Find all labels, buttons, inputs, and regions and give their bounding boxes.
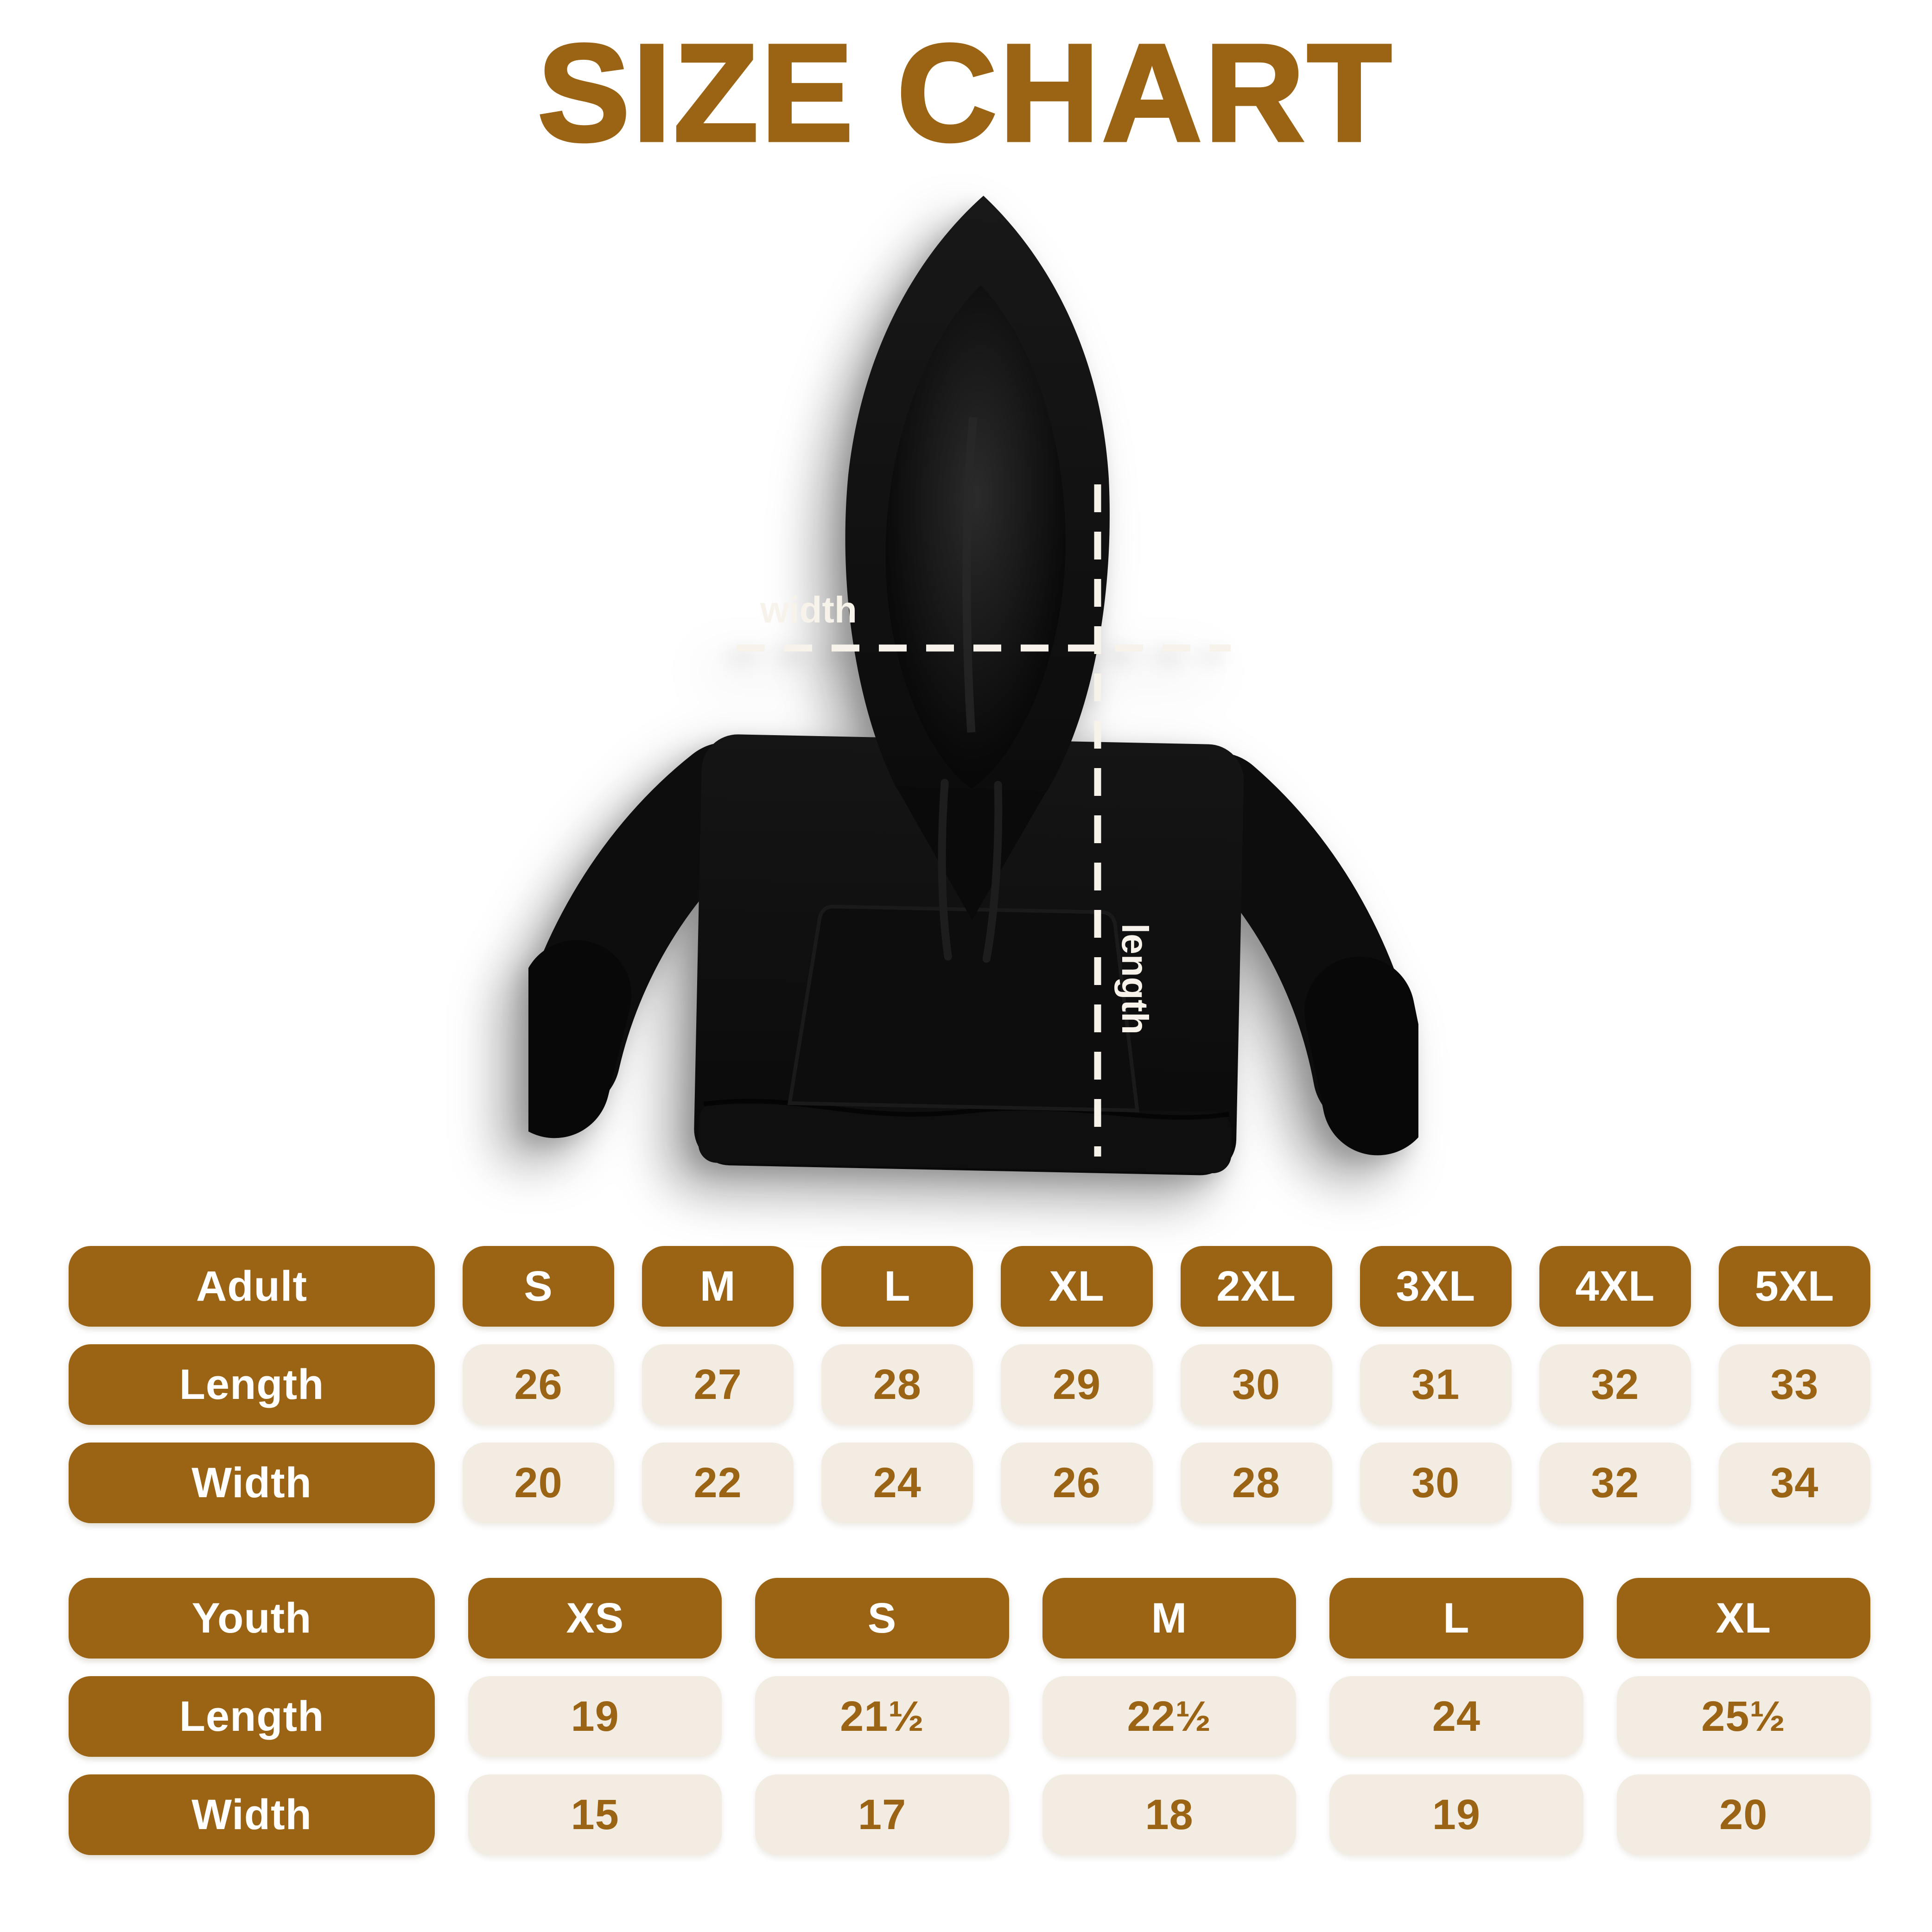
- youth-width-row-value-pill: 15: [468, 1774, 722, 1855]
- adult-size-header-pill: XL: [1001, 1246, 1153, 1327]
- adult-size-header-pill: 4XL: [1539, 1246, 1691, 1327]
- adult-width-row-value-pill: 22: [642, 1443, 794, 1523]
- hood-lining-crease: [962, 416, 978, 733]
- youth-length-row-value-pill: 24: [1329, 1676, 1583, 1757]
- adult-header-row-label-pill: Adult: [69, 1246, 435, 1327]
- youth-header-row-label-pill: Youth: [69, 1578, 435, 1659]
- youth-width-row-label-pill: Width: [69, 1774, 435, 1855]
- width-label: width: [760, 589, 857, 630]
- hoodie-diagram: [499, 185, 1433, 1233]
- drawstring-left: [938, 779, 952, 961]
- adult-size-header-pill: 2XL: [1180, 1246, 1332, 1327]
- youth-size-header-pill: M: [1042, 1578, 1296, 1659]
- hoodie-graphic: [499, 196, 1433, 1176]
- youth-length-row-value-pill: 21½: [755, 1676, 1009, 1757]
- youth-length-row-value-pill: 19: [468, 1676, 722, 1757]
- hoodie-cuff-right: [1304, 956, 1433, 1156]
- youth-width-row-value-pill: 20: [1616, 1774, 1870, 1855]
- adult-width-row-value-pill: 24: [821, 1443, 973, 1523]
- adult-length-row-value-pill: 30: [1180, 1344, 1332, 1425]
- drawstring-right: [982, 781, 1003, 963]
- adult-size-header-pill: L: [821, 1246, 973, 1327]
- adult-size-header-pill: S: [463, 1246, 615, 1327]
- adult-width-row-value-pill: 28: [1180, 1443, 1332, 1523]
- hoodie-pocket: [787, 904, 1139, 1112]
- youth-size-header-pill: S: [755, 1578, 1009, 1659]
- hood-opening: [885, 285, 1066, 789]
- adult-width-row-label-pill: Width: [69, 1443, 435, 1523]
- adult-length-row-value-pill: 31: [1360, 1344, 1512, 1425]
- adult-width-row-value-pill: 34: [1718, 1443, 1870, 1523]
- youth-length-row-value-pill: 22½: [1042, 1676, 1296, 1757]
- youth-size-header-pill: XS: [468, 1578, 722, 1659]
- adult-width-row: Width 20 22 24 26 28 30 32 34: [69, 1443, 1870, 1523]
- adult-length-row-label-pill: Length: [69, 1344, 435, 1425]
- adult-length-row: Length 26 27 28 29 30 31 32 33: [69, 1344, 1870, 1425]
- youth-length-row-label-pill: Length: [69, 1676, 435, 1757]
- adult-length-row-value-pill: 33: [1718, 1344, 1870, 1425]
- youth-length-row-value-pill: 25½: [1616, 1676, 1870, 1757]
- youth-header-row: Youth XS S M L XL: [69, 1578, 1870, 1659]
- adult-size-header-pill: M: [642, 1246, 794, 1327]
- youth-width-row-value-pill: 19: [1329, 1774, 1583, 1855]
- adult-length-row-value-pill: 32: [1539, 1344, 1691, 1425]
- youth-size-table: Youth XS S M L XL Length 19 21½ 22½ 24 25½ Width 15 17…: [69, 1578, 1870, 1873]
- adult-length-row-value-pill: 29: [1001, 1344, 1153, 1425]
- adult-width-row-value-pill: 32: [1539, 1443, 1691, 1523]
- youth-length-row: Length 19 21½ 22½ 24 25½: [69, 1676, 1870, 1757]
- adult-length-row-value-pill: 28: [821, 1344, 973, 1425]
- adult-size-header-pill: 3XL: [1360, 1246, 1512, 1327]
- youth-width-row-value-pill: 18: [1042, 1774, 1296, 1855]
- length-label: length: [1114, 923, 1156, 1035]
- adult-width-row-value-pill: 26: [1001, 1443, 1153, 1523]
- youth-width-row-value-pill: 17: [755, 1774, 1009, 1855]
- youth-width-row: Width 15 17 18 19 20: [69, 1774, 1870, 1855]
- hem-seam: [703, 1099, 1230, 1120]
- youth-size-header-pill: XL: [1616, 1578, 1870, 1659]
- page-title: SIZE CHART: [536, 16, 1394, 170]
- adult-header-row: Adult S M L XL 2XL 3XL 4XL 5XL: [69, 1246, 1870, 1327]
- adult-length-row-value-pill: 27: [642, 1344, 794, 1425]
- hoodie-cuff-left: [499, 940, 632, 1138]
- adult-size-header-pill: 5XL: [1718, 1246, 1870, 1327]
- adult-width-row-value-pill: 30: [1360, 1443, 1512, 1523]
- adult-size-table: Adult S M L XL 2XL 3XL 4XL 5XL Length 26 27 28 29 30 31…: [69, 1246, 1870, 1541]
- adult-width-row-value-pill: 20: [463, 1443, 615, 1523]
- hood-drape: [896, 786, 1047, 921]
- adult-length-row-value-pill: 26: [463, 1344, 615, 1425]
- hoodie-garment: [499, 196, 1433, 1176]
- youth-size-header-pill: L: [1329, 1578, 1583, 1659]
